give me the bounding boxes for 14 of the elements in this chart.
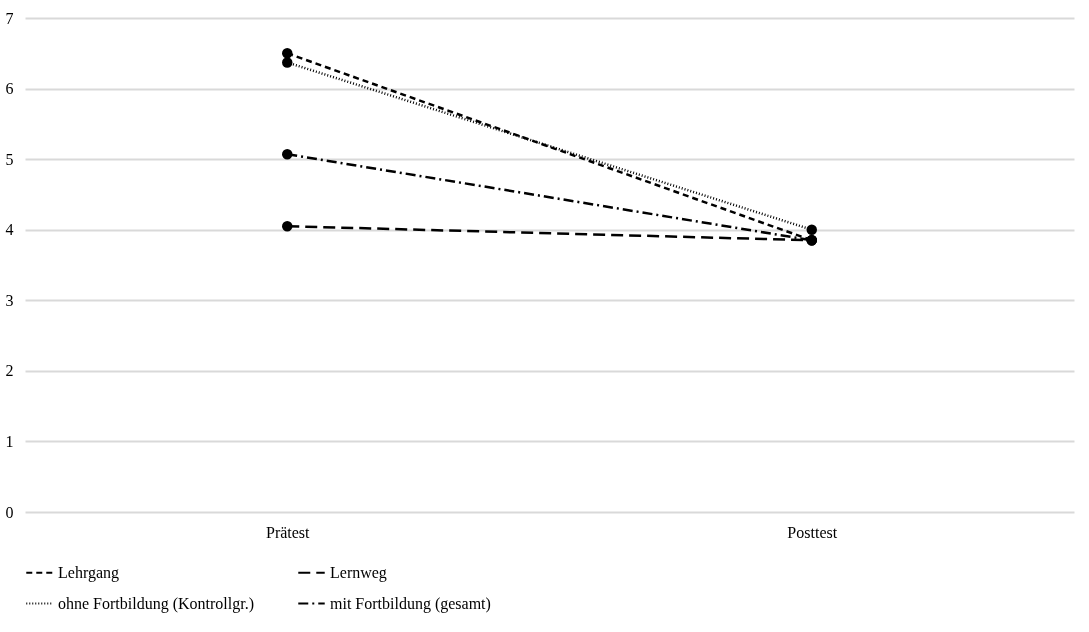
y-tick-label: 2	[5, 362, 14, 380]
y-tick-label: 5	[5, 150, 14, 168]
y-tick-label: 4	[5, 221, 14, 239]
x-tick-label: Prätest	[265, 523, 311, 541]
y-tick-label: 7	[5, 9, 14, 27]
y-tick-label: 3	[5, 291, 14, 309]
y-tick-label: 0	[5, 503, 14, 521]
legend-label: ohne Fortbildung (Kontrollgr.)	[58, 594, 254, 613]
legend-label: Lehrgang	[58, 563, 120, 582]
legend-label: mit Fortbildung (gesamt)	[330, 594, 491, 613]
legend-label: Lernweg	[330, 563, 387, 582]
y-tick-label: 6	[5, 80, 14, 98]
x-tick-label: Posttest	[787, 523, 838, 541]
y-tick-label: 1	[5, 432, 14, 450]
